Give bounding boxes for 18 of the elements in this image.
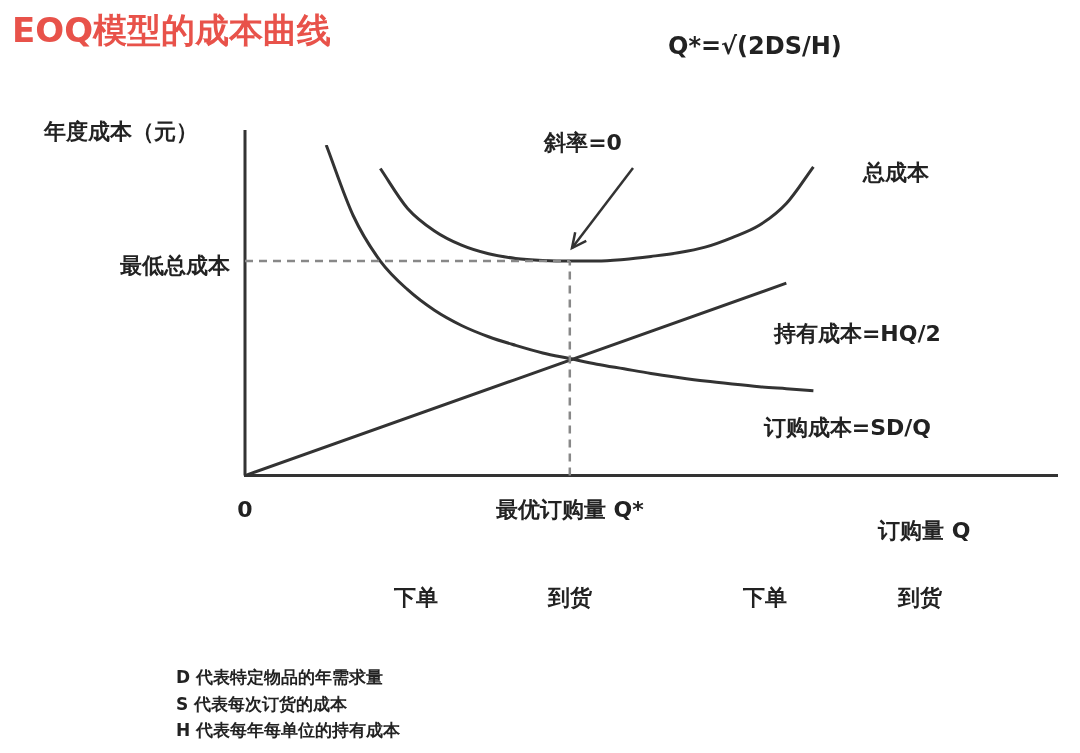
text: D 代表特定物品的年需求量 <box>176 666 384 690</box>
text: 下单 <box>743 583 787 612</box>
ref-line-label: 最低总成本 <box>119 252 231 278</box>
x-tick-label: 0 <box>237 496 253 522</box>
series-label: 订购成本=SD/Q <box>762 415 932 441</box>
text: 总成本 <box>862 159 931 185</box>
x-tick-label: 最优订购量 Q* <box>494 496 645 522</box>
chart-subtitle: Q*=√(2DS/H) <box>668 32 842 60</box>
annotation: 斜率=0 <box>544 128 622 157</box>
y-axis-title: 年度成本（元） <box>44 118 198 146</box>
x-axis-title: 订购量 Q <box>878 517 971 545</box>
text: S 代表每次订货的成本 <box>176 693 348 717</box>
text: 下单 <box>394 583 438 612</box>
series-label: 持有成本=HQ/2 <box>772 320 941 346</box>
chart-title: EOQ模型的成本曲线 <box>12 9 332 52</box>
text: H 代表每年每单位的持有成本 <box>176 719 401 743</box>
text: 到货 <box>548 583 592 612</box>
text: 到货 <box>898 583 942 612</box>
